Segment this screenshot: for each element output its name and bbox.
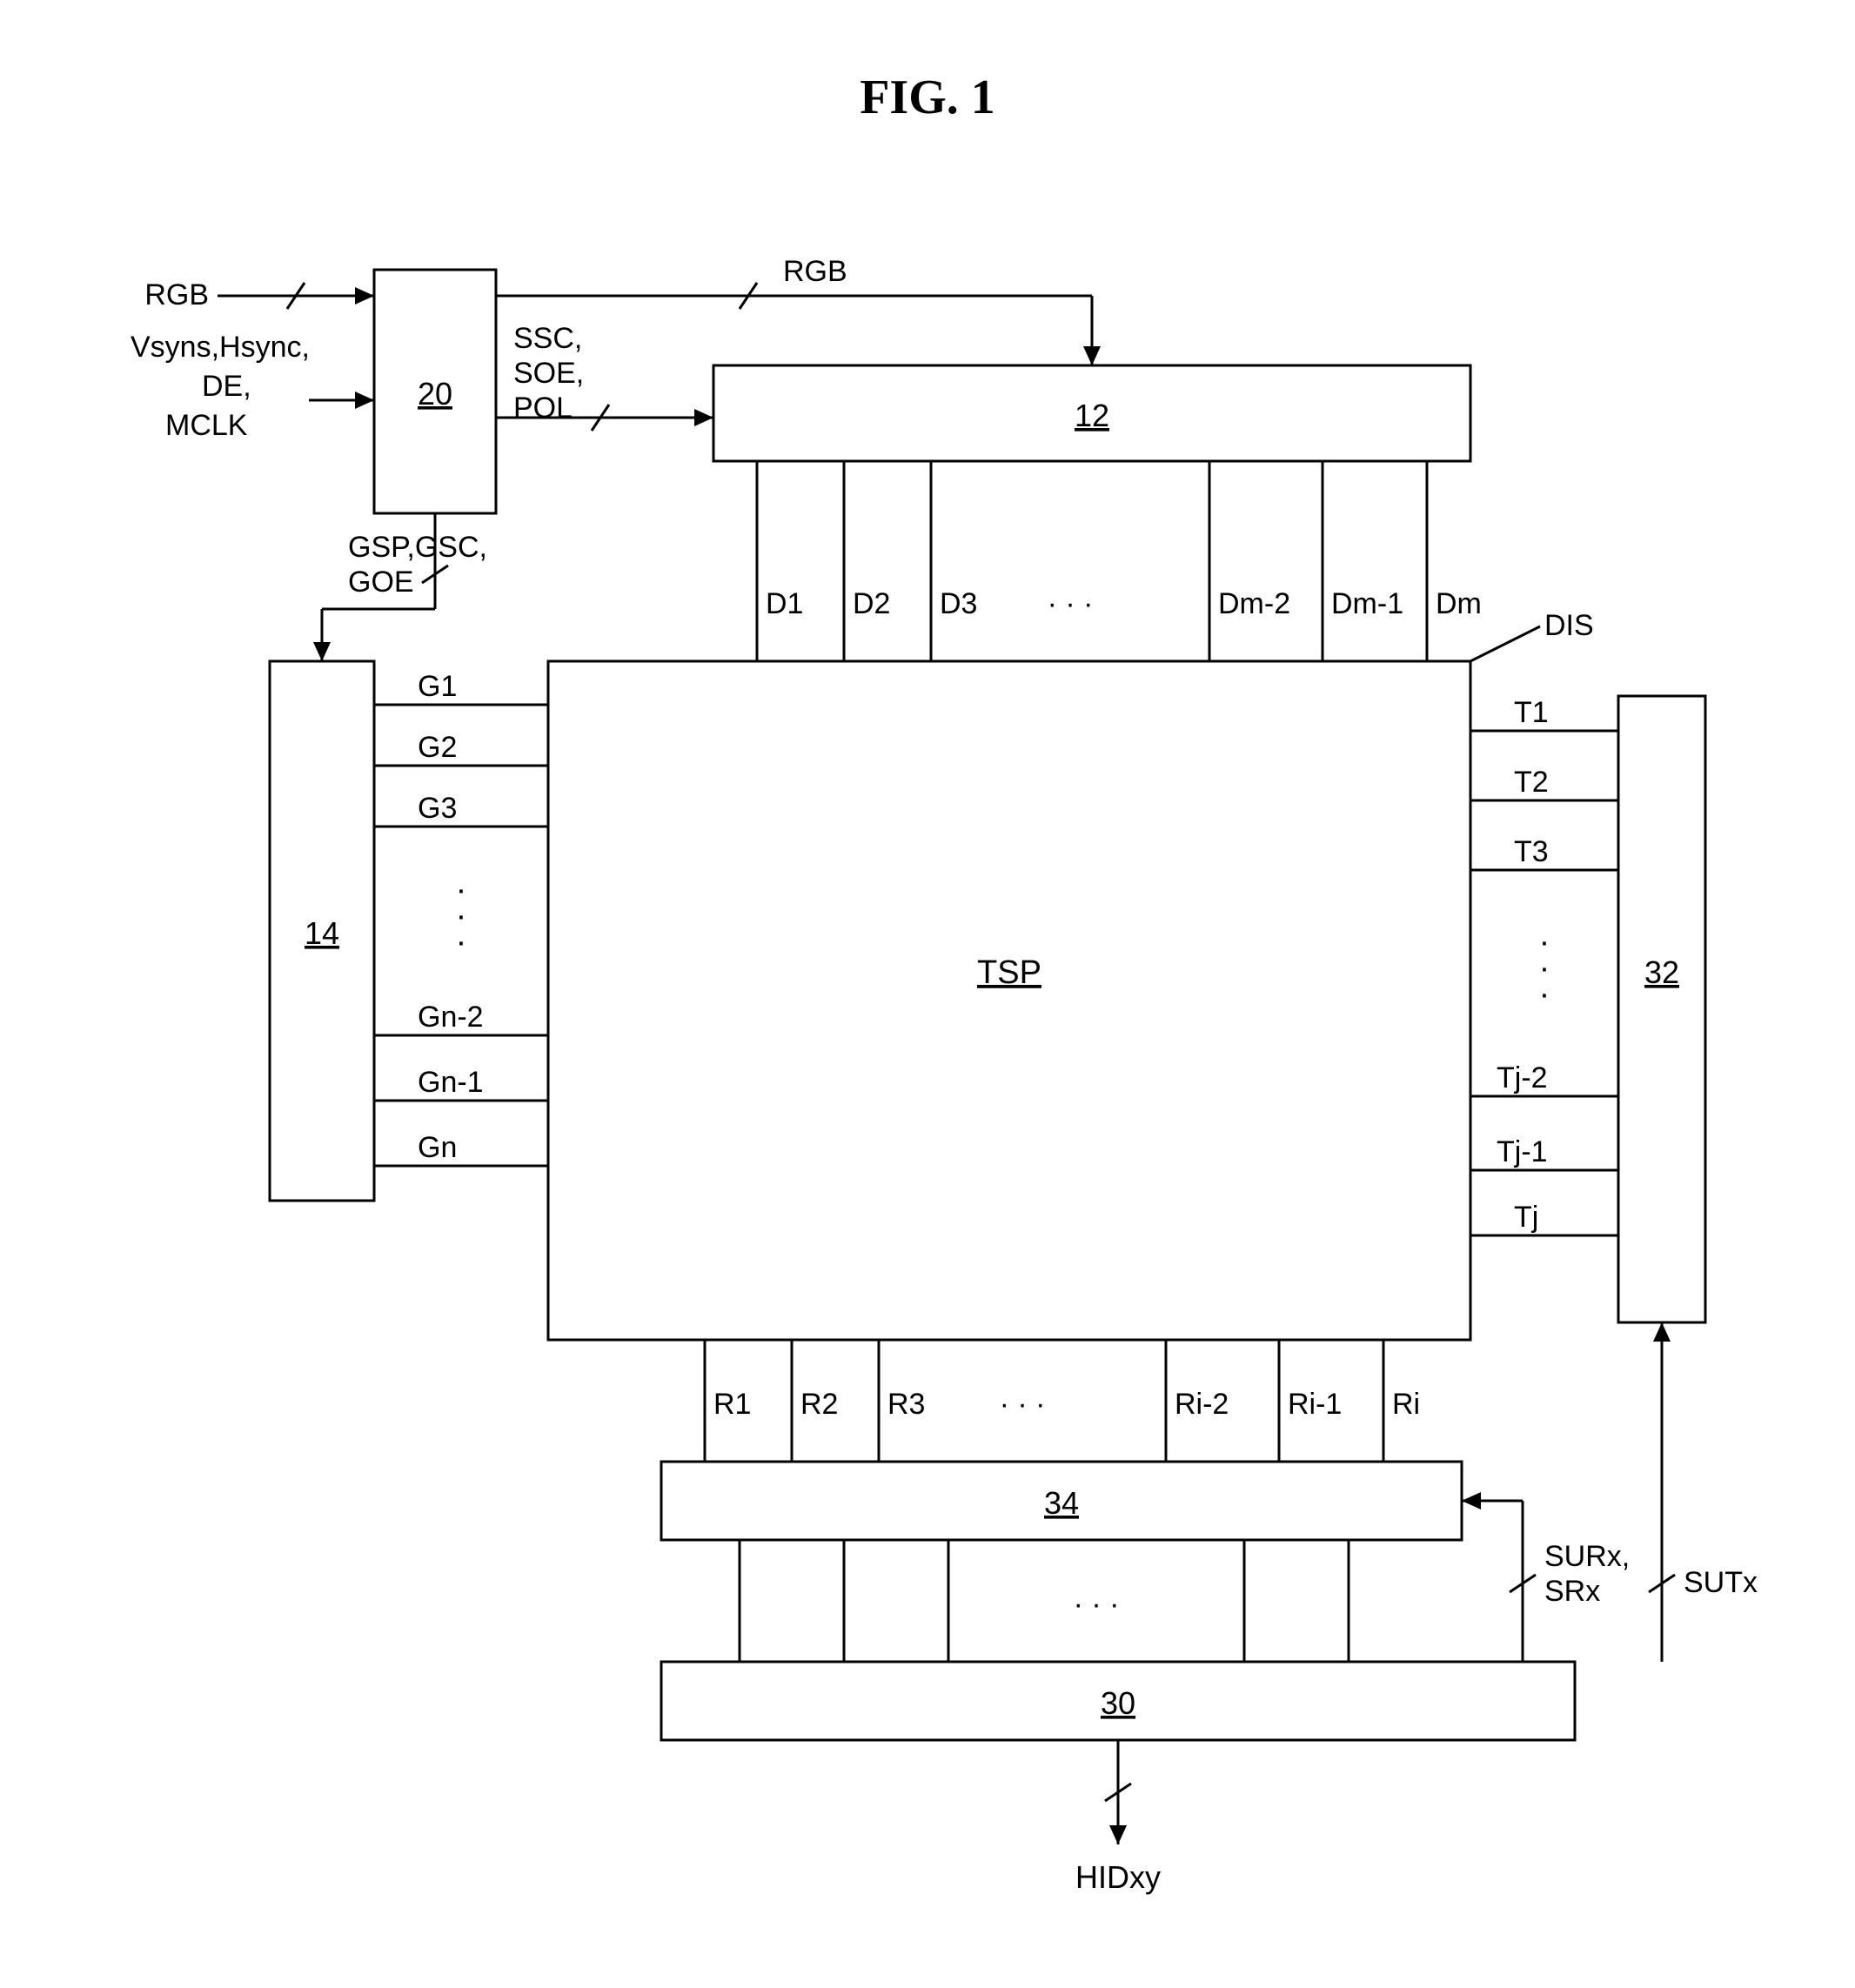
- panel-dis-label: DIS: [1544, 609, 1594, 642]
- ssc-l1: SSC,: [513, 322, 582, 355]
- ri2: Ri-2: [1175, 1388, 1229, 1421]
- ssc-l3: POL: [513, 392, 573, 425]
- block-20-label: 20: [418, 376, 452, 412]
- ssc-l2: SOE,: [513, 357, 584, 390]
- rgb-bus-to-12: RGB: [496, 255, 1101, 365]
- g3: G3: [418, 792, 457, 825]
- ri1: Ri-1: [1288, 1388, 1342, 1421]
- g-vdots3: ·: [456, 924, 467, 961]
- timing-input-label-l2: DE,: [202, 370, 251, 403]
- tj1: Tj-1: [1497, 1135, 1548, 1168]
- g2: G2: [418, 731, 457, 764]
- mux-to-ctrl: · · ·: [740, 1540, 1349, 1662]
- surx-l1: SURx,: [1544, 1540, 1630, 1573]
- block-34-label: 34: [1044, 1485, 1079, 1521]
- surx-l2: SRx: [1544, 1575, 1600, 1608]
- tj: Tj: [1514, 1201, 1538, 1234]
- block-32: [1618, 696, 1705, 1322]
- sutx-bus: SUTx: [1649, 1322, 1758, 1662]
- dm1-label: Dm-1: [1331, 587, 1403, 620]
- d-ellipsis: · · ·: [1048, 587, 1094, 620]
- timing-input: Vsyns,Hsync, DE, MCLK: [131, 331, 374, 442]
- dm-label: Dm: [1436, 587, 1482, 620]
- gn1: Gn-1: [418, 1066, 484, 1099]
- rgb-input-label: RGB: [144, 278, 209, 311]
- dm2-label: Dm-2: [1218, 587, 1290, 620]
- timing-input-label-l1: Vsyns,Hsync,: [131, 331, 310, 364]
- block-12-label: 12: [1075, 398, 1109, 433]
- r2: R2: [800, 1388, 838, 1421]
- d3-label: D3: [940, 587, 977, 620]
- t-vdots3: ·: [1539, 976, 1550, 1013]
- d1-label: D1: [766, 587, 803, 620]
- d2-label: D2: [853, 587, 890, 620]
- mux-ellipsis: · · ·: [1074, 1588, 1120, 1621]
- g-lines: G1 G2 G3 · · · Gn-2 Gn-1 Gn: [374, 670, 548, 1166]
- r3: R3: [887, 1388, 925, 1421]
- gsp-l2: GOE: [348, 566, 414, 599]
- block-diagram: FIG. 1 20 RGB Vsyns,Hsync, DE, MCLK 12 R…: [0, 0, 1855, 1988]
- gn: Gn: [418, 1131, 457, 1164]
- sutx-label: SUTx: [1684, 1566, 1758, 1599]
- gsp-l1: GSP,GSC,: [348, 531, 487, 564]
- d-lines: D1 D2 D3 · · · Dm-2 Dm-1 Dm: [757, 461, 1482, 661]
- block-14-label: 14: [305, 915, 339, 951]
- r-lines: R1 R2 R3 · · · Ri-2 Ri-1 Ri: [705, 1340, 1420, 1462]
- block-32-label: 32: [1644, 954, 1679, 990]
- block-30-label: 30: [1101, 1685, 1135, 1721]
- t2: T2: [1514, 766, 1549, 799]
- hidxy-output: HIDxy: [1075, 1740, 1161, 1895]
- tj2: Tj-2: [1497, 1061, 1548, 1094]
- hidxy-label: HIDxy: [1075, 1859, 1161, 1895]
- ssc-bus: SSC, SOE, POL: [496, 322, 713, 431]
- rgb-input: RGB: [144, 278, 374, 311]
- timing-input-label-l3: MCLK: [165, 409, 248, 442]
- r1: R1: [713, 1388, 751, 1421]
- gsp-bus: GSP,GSC, GOE: [313, 513, 487, 661]
- ri: Ri: [1392, 1388, 1420, 1421]
- figure-title: FIG. 1: [860, 70, 995, 124]
- t-lines: T1 T2 T3 · · · Tj-2 Tj-1 Tj: [1470, 696, 1618, 1235]
- panel-tsp: [548, 661, 1470, 1340]
- surx-bus: SURx, SRx: [1462, 1492, 1630, 1662]
- rgb-bus-label: RGB: [783, 255, 847, 288]
- g1: G1: [418, 670, 457, 703]
- panel-tsp-label: TSP: [977, 954, 1041, 991]
- t1: T1: [1514, 696, 1549, 729]
- gn2: Gn-2: [418, 1001, 484, 1034]
- t3: T3: [1514, 835, 1549, 868]
- r-ellipsis: · · ·: [1000, 1388, 1046, 1421]
